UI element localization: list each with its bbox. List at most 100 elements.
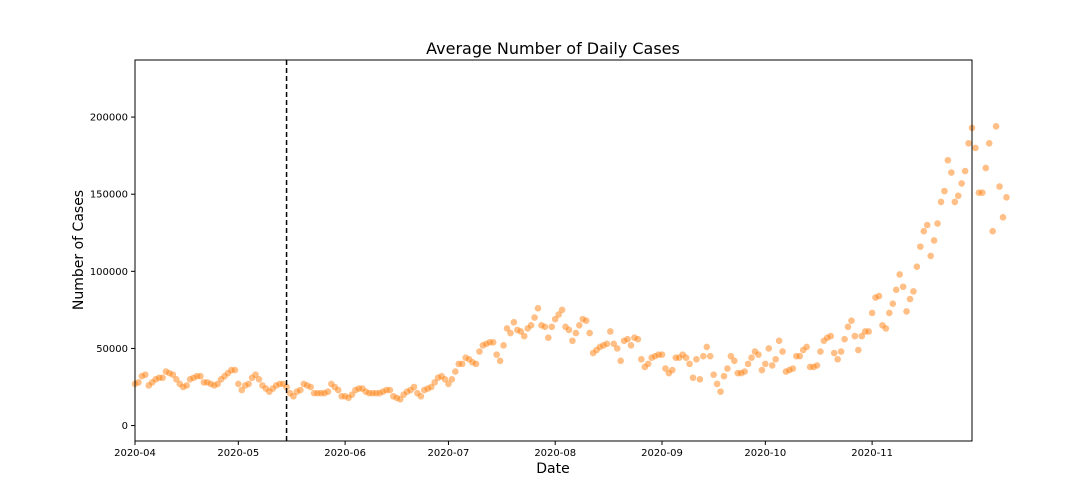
data-point xyxy=(235,380,242,388)
y-tick-label: 200000 xyxy=(90,113,128,124)
data-point xyxy=(427,383,435,391)
data-point xyxy=(607,328,614,335)
data-point xyxy=(613,345,621,352)
data-point xyxy=(844,323,852,331)
data-point xyxy=(989,227,996,235)
data-point xyxy=(934,220,941,227)
data-point xyxy=(996,183,1003,190)
data-point xyxy=(582,317,590,324)
data-point xyxy=(882,325,890,332)
data-point xyxy=(972,144,979,152)
data-point xyxy=(255,376,263,383)
data-point xyxy=(706,352,714,360)
data-point xyxy=(396,396,404,403)
data-point xyxy=(658,351,666,358)
data-point xyxy=(992,123,1000,130)
data-point xyxy=(920,227,928,235)
data-point xyxy=(741,368,748,375)
data-point xyxy=(531,314,538,321)
data-point xyxy=(324,388,332,395)
x-tick-label: 2020-11 xyxy=(851,448,893,459)
data-point xyxy=(197,372,204,380)
data-point xyxy=(899,283,907,291)
data-point xyxy=(520,332,528,340)
data-point xyxy=(982,164,990,172)
data-point xyxy=(837,348,845,355)
data-point xyxy=(431,379,438,386)
data-point xyxy=(841,335,848,343)
data-point xyxy=(644,360,652,368)
data-point xyxy=(541,323,549,331)
data-point xyxy=(493,351,500,358)
y-axis: 0 50000 100000 150000 200000 xyxy=(90,113,135,432)
x-axis-title: Date xyxy=(536,461,569,477)
data-point xyxy=(917,243,924,250)
data-point xyxy=(903,308,910,315)
data-point xyxy=(720,372,728,380)
data-point xyxy=(744,360,752,368)
data-point xyxy=(958,180,965,187)
data-point xyxy=(772,355,779,363)
data-point xyxy=(410,383,418,391)
data-point xyxy=(948,169,955,176)
data-point xyxy=(954,192,962,200)
data-point xyxy=(868,309,876,317)
data-point xyxy=(517,328,525,335)
data-point xyxy=(951,198,959,206)
data-point xyxy=(417,392,425,400)
data-point xyxy=(503,325,511,332)
data-point xyxy=(159,374,166,382)
data-point xyxy=(858,332,866,340)
data-point xyxy=(441,376,449,383)
data-point xyxy=(252,371,259,378)
data-point xyxy=(713,380,721,388)
data-point xyxy=(855,346,862,354)
data-point xyxy=(238,386,246,394)
data-point xyxy=(510,318,518,326)
x-tick-label: 2020-10 xyxy=(744,448,786,459)
data-point xyxy=(796,352,804,360)
data-point xyxy=(617,357,624,365)
plot-frame xyxy=(134,59,973,442)
data-point xyxy=(930,237,938,244)
data-point xyxy=(458,360,466,368)
data-point xyxy=(768,362,776,369)
data-point xyxy=(183,382,190,389)
x-tick-label: 2020-07 xyxy=(428,448,470,459)
y-tick-label: 150000 xyxy=(90,190,128,201)
data-point xyxy=(135,379,142,386)
data-point xyxy=(496,357,504,365)
data-point xyxy=(710,371,717,378)
data-point xyxy=(634,335,642,343)
data-point xyxy=(686,360,693,368)
data-point xyxy=(610,340,618,348)
data-point xyxy=(334,386,342,394)
data-point xyxy=(231,366,239,374)
data-point xyxy=(731,357,738,365)
data-point xyxy=(875,292,883,300)
data-point xyxy=(445,380,452,388)
data-point xyxy=(727,352,735,360)
data-point xyxy=(865,328,872,335)
y-tick-label: 0 xyxy=(122,421,128,432)
data-point xyxy=(551,315,559,323)
x-tick-label: 2020-08 xyxy=(534,448,576,459)
chart-title: Average Number of Daily Cases xyxy=(426,39,680,58)
data-point xyxy=(758,366,766,374)
data-point xyxy=(689,374,697,382)
data-point xyxy=(576,322,583,329)
data-points xyxy=(131,123,1010,403)
data-point xyxy=(586,329,593,337)
data-point xyxy=(638,355,645,363)
x-tick-label: 2020-04 xyxy=(114,448,156,459)
data-point xyxy=(827,332,835,340)
y-tick-label: 100000 xyxy=(90,267,128,278)
data-point xyxy=(848,317,855,324)
data-point xyxy=(830,349,838,357)
data-point xyxy=(627,342,635,349)
data-point xyxy=(965,140,972,147)
data-point xyxy=(703,343,711,351)
data-point xyxy=(142,371,149,378)
x-tick-label: 2020-09 xyxy=(641,448,683,459)
data-point xyxy=(896,271,903,278)
